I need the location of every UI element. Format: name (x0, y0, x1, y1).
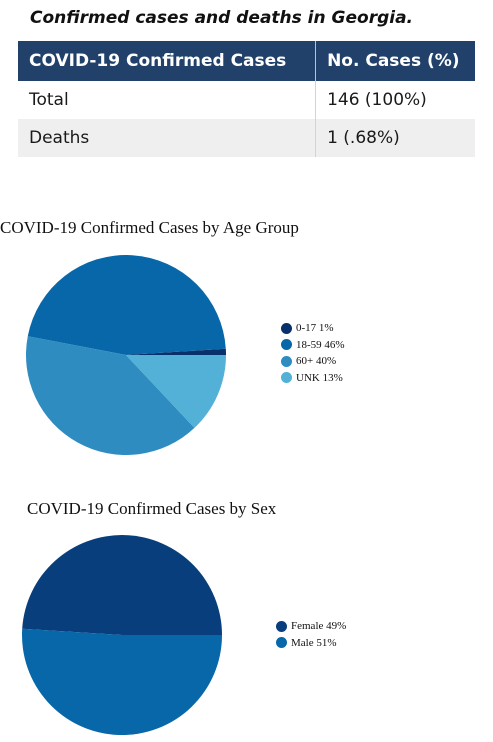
legend-label: 0-17 1% (296, 322, 334, 335)
page-heading: Confirmed cases and deaths in Georgia. (30, 8, 414, 28)
age-chart-title: COVID-19 Confirmed Cases by Age Group (0, 218, 299, 237)
pie-slice (27, 255, 226, 355)
row-value: 1 (.68%) (315, 119, 475, 157)
pie-slice (25, 336, 195, 456)
legend-item: 18-59 46% (281, 337, 345, 354)
legend-item: Male 51% (276, 635, 346, 652)
sex-pie-chart (22, 535, 223, 736)
pie-slice (126, 355, 226, 428)
column-header: No. Cases (%) (315, 41, 475, 81)
legend-swatch (281, 355, 292, 367)
legend-swatch (281, 339, 292, 351)
legend-swatch (276, 620, 287, 632)
legend-swatch (281, 372, 292, 384)
row-label: Total (29, 90, 69, 110)
legend-swatch (276, 637, 287, 649)
legend-item: UNK 13% (281, 370, 345, 387)
table-header-row: COVID-19 Confirmed Cases No. Cases (%) (18, 41, 475, 81)
legend-label: 18-59 46% (296, 338, 345, 351)
table-row: Total 146 (100%) (18, 81, 475, 119)
legend-label: Male 51% (291, 636, 337, 649)
legend-label: UNK 13% (296, 371, 343, 384)
column-header: COVID-19 Confirmed Cases (18, 41, 316, 81)
cases-table: COVID-19 Confirmed Cases No. Cases (%) T… (18, 41, 475, 157)
legend-item: Female 49% (276, 618, 346, 635)
row-value: 146 (100%) (315, 81, 475, 119)
legend-label: Female 49% (291, 620, 347, 633)
pie-slice (22, 628, 223, 736)
row-label: Deaths (18, 119, 316, 157)
pie-slice (126, 348, 226, 355)
age-legend: 0-17 1% 18-59 46% 60+ 40% UNK 13% (281, 320, 345, 386)
legend-label: 60+ 40% (296, 355, 337, 368)
sex-legend: Female 49% Male 51% (276, 618, 346, 651)
age-pie-chart (25, 255, 226, 456)
table-row: Deaths 1 (.68%) (18, 119, 475, 157)
legend-item: 0-17 1% (281, 320, 345, 337)
legend-swatch (281, 322, 292, 334)
pie-slice (22, 535, 223, 635)
legend-item: 60+ 40% (281, 353, 345, 370)
sex-chart-title: COVID-19 Confirmed Cases by Sex (27, 499, 277, 518)
